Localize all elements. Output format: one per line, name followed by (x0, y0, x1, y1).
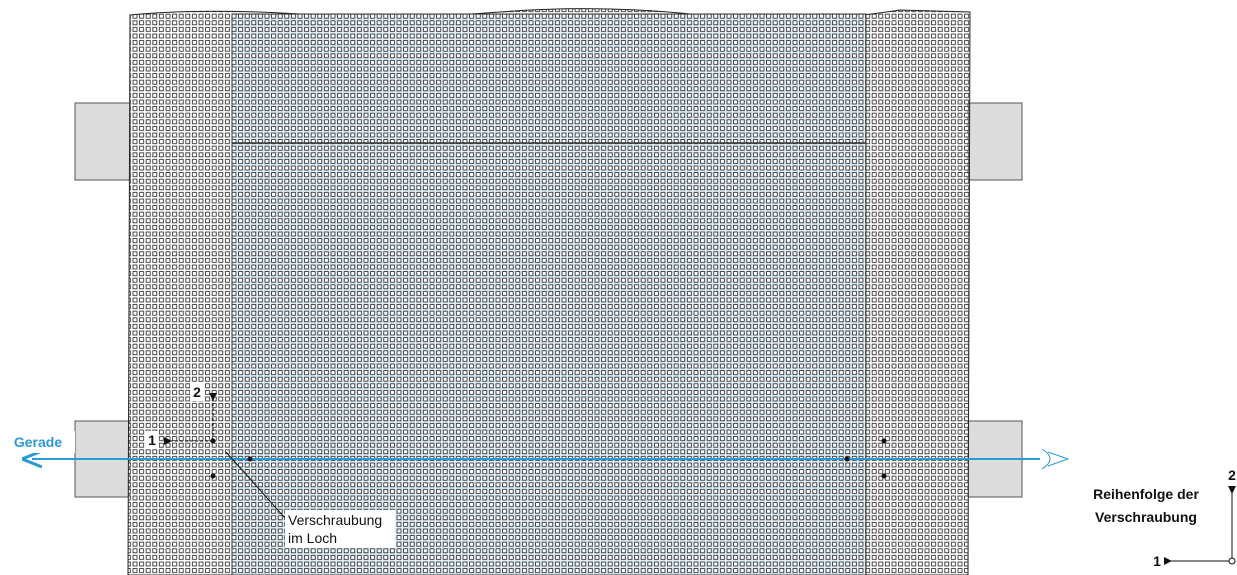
legend-label: 2 (1228, 467, 1236, 483)
panel-center (232, 14, 866, 575)
callout-text: Verschraubung (288, 512, 382, 528)
eye (1042, 449, 1068, 469)
line-label: Gerade (14, 434, 62, 450)
legend-label: 1 (1153, 553, 1161, 569)
legend-origin (1229, 558, 1235, 564)
legend-title: Reihenfolge der (1093, 486, 1199, 502)
order-label: 1 (148, 432, 156, 448)
callout-text: im Loch (288, 530, 337, 546)
legend-title: Verschraubung (1095, 509, 1197, 525)
diagram: Gerade 1 2 Verschraubung im Loch Reihenf… (0, 0, 1237, 575)
order-label: 2 (193, 384, 201, 400)
